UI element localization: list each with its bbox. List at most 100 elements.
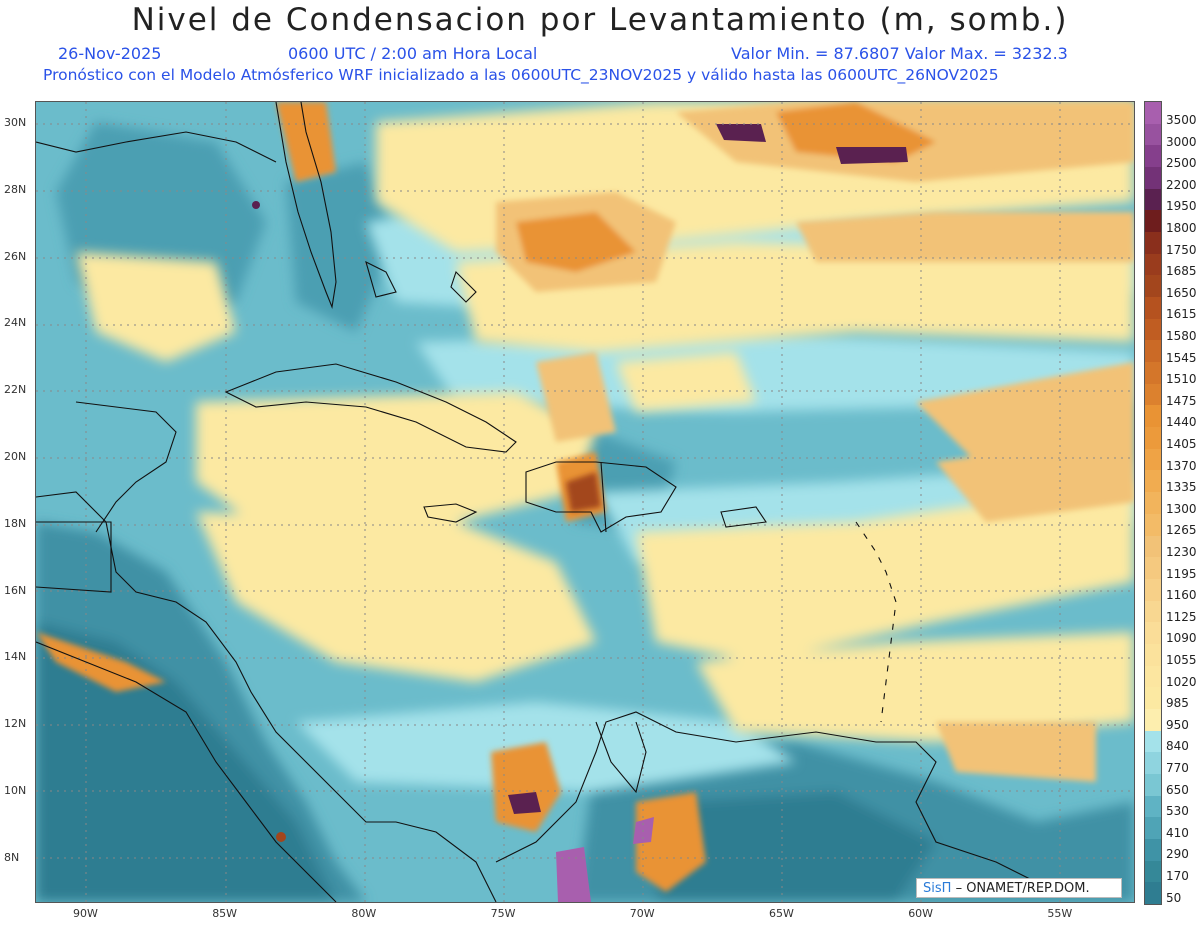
lat-label-28N: 28N	[4, 182, 27, 196]
color-label-1265: 1265	[1166, 523, 1197, 538]
lake-maracaibo	[595, 721, 647, 794]
color-label-1440: 1440	[1166, 415, 1197, 430]
haiti-dr-border	[600, 461, 607, 533]
color-label-1800: 1800	[1166, 221, 1197, 235]
color-label-1090: 1090	[1166, 631, 1197, 646]
hispaniola	[525, 461, 677, 533]
color-label-530: 530	[1166, 804, 1189, 819]
color-label-840: 840	[1166, 739, 1189, 754]
lon-label-80W: 80W	[351, 907, 377, 920]
map-title: Nivel de Condensacion por Levantamiento …	[131, 2, 1069, 38]
lat-label-16N: 16N	[4, 583, 27, 597]
guatemala-border	[36, 521, 112, 593]
color-label-1580: 1580	[1166, 329, 1197, 343]
color-swatch-1685	[1145, 253, 1161, 276]
color-label-3500: 3500	[1166, 113, 1197, 127]
color-swatch-1545	[1145, 340, 1161, 363]
color-swatch-1405	[1145, 427, 1161, 450]
lon-label-55W: 55W	[1047, 907, 1073, 920]
min-max-values: Valor Min. = 87.6807 Valor Max. = 3232.3	[731, 44, 1068, 63]
color-swatch-1020	[1145, 665, 1161, 688]
yucatan	[75, 401, 177, 533]
credit-box: SisΠ – ONAMET/REP.DOM.	[916, 878, 1122, 898]
lon-label-90W: 90W	[73, 907, 98, 920]
color-label-1950: 1950	[1166, 199, 1197, 214]
color-swatch-950	[1145, 708, 1161, 732]
color-label-1195: 1195	[1166, 566, 1197, 581]
color-swatch-1090	[1145, 622, 1161, 645]
color-label-1020: 1020	[1166, 674, 1197, 689]
color-swatch-1750	[1145, 232, 1161, 255]
color-swatch-1615	[1145, 297, 1161, 320]
lat-label-12N: 12N	[4, 717, 27, 731]
credit-org: – ONAMET/REP.DOM.	[955, 881, 1090, 896]
color-label-1300: 1300	[1166, 501, 1197, 516]
color-swatch-1510	[1145, 362, 1161, 385]
color-swatch-1335	[1145, 470, 1161, 493]
lat-label-22N: 22N	[4, 383, 27, 397]
color-label-2200: 2200	[1166, 177, 1197, 192]
lon-label-65W: 65W	[769, 907, 794, 920]
lat-label-24N: 24N	[4, 316, 27, 330]
color-swatch-1055	[1145, 643, 1161, 667]
color-label-410: 410	[1166, 825, 1189, 840]
color-label-650: 650	[1166, 782, 1189, 797]
jamaica	[423, 503, 478, 523]
color-swatch-1950	[1145, 188, 1161, 211]
color-swatch-1475	[1145, 383, 1161, 406]
forecast-note: Pronóstico con el Modelo Atmósferico WRF…	[43, 66, 999, 84]
color-label-3000: 3000	[1166, 134, 1197, 149]
lat-lon-grid	[36, 102, 1134, 902]
color-swatch-1265	[1145, 513, 1161, 536]
lat-label-20N: 20N	[4, 450, 27, 463]
color-label-1335: 1335	[1166, 480, 1197, 495]
color-label-1510: 1510	[1166, 372, 1197, 387]
color-swatch-1125	[1145, 600, 1161, 623]
bahamas-andros	[365, 260, 397, 298]
color-label-1370: 1370	[1166, 458, 1197, 473]
color-label-2500: 2500	[1166, 156, 1197, 171]
color-swatch-530	[1145, 795, 1161, 818]
color-label-170: 170	[1166, 869, 1189, 883]
color-label-770: 770	[1166, 761, 1189, 775]
color-label-1475: 1475	[1166, 393, 1197, 408]
coastlines	[36, 102, 1037, 902]
color-swatch-1650	[1145, 275, 1161, 298]
color-swatch-50	[1145, 882, 1161, 905]
color-label-1750: 1750	[1166, 242, 1197, 257]
lon-label-85W: 85W	[212, 907, 238, 920]
lat-label-10N: 10N	[4, 784, 27, 797]
color-swatch-1800	[1145, 210, 1161, 233]
forecast-time: 0600 UTC / 2:00 am Hora Local	[288, 44, 538, 63]
lat-label-14N: 14N	[4, 650, 27, 664]
color-swatch-2200	[1145, 167, 1161, 190]
color-label-1160: 1160	[1166, 588, 1197, 603]
color-label-1055: 1055	[1166, 653, 1197, 667]
bahamas-eleuthera	[450, 270, 477, 303]
lon-label-75W: 75W	[490, 907, 516, 920]
color-swatch-170	[1145, 860, 1161, 883]
color-swatch-290	[1145, 838, 1161, 862]
lcl-shaded-map	[36, 102, 1134, 902]
color-swatch-770	[1145, 752, 1161, 775]
color-swatch-1160	[1145, 578, 1161, 602]
high-lcl-areas	[276, 102, 1134, 782]
puerto-rico	[720, 506, 767, 528]
color-label-1685: 1685	[1166, 264, 1197, 279]
color-label-950: 950	[1166, 717, 1189, 732]
gulf-coast	[36, 131, 277, 163]
map-panel	[35, 101, 1135, 903]
lesser-antilles	[855, 521, 897, 723]
color-swatch-1440	[1145, 405, 1161, 428]
central-america-caribbean-coast	[36, 491, 497, 902]
lat-label-26N: 26N	[4, 249, 27, 263]
color-label-1230: 1230	[1166, 545, 1197, 559]
lon-label-60W: 60W	[908, 907, 934, 920]
color-label-50: 50	[1166, 890, 1182, 905]
lat-label-8N: 8N	[4, 850, 20, 864]
color-swatch-1195	[1145, 557, 1161, 580]
color-swatch-1300	[1145, 492, 1161, 515]
color-swatch-1370	[1145, 448, 1161, 471]
color-swatch-1230	[1145, 535, 1161, 558]
south-america-coast	[495, 711, 1037, 883]
